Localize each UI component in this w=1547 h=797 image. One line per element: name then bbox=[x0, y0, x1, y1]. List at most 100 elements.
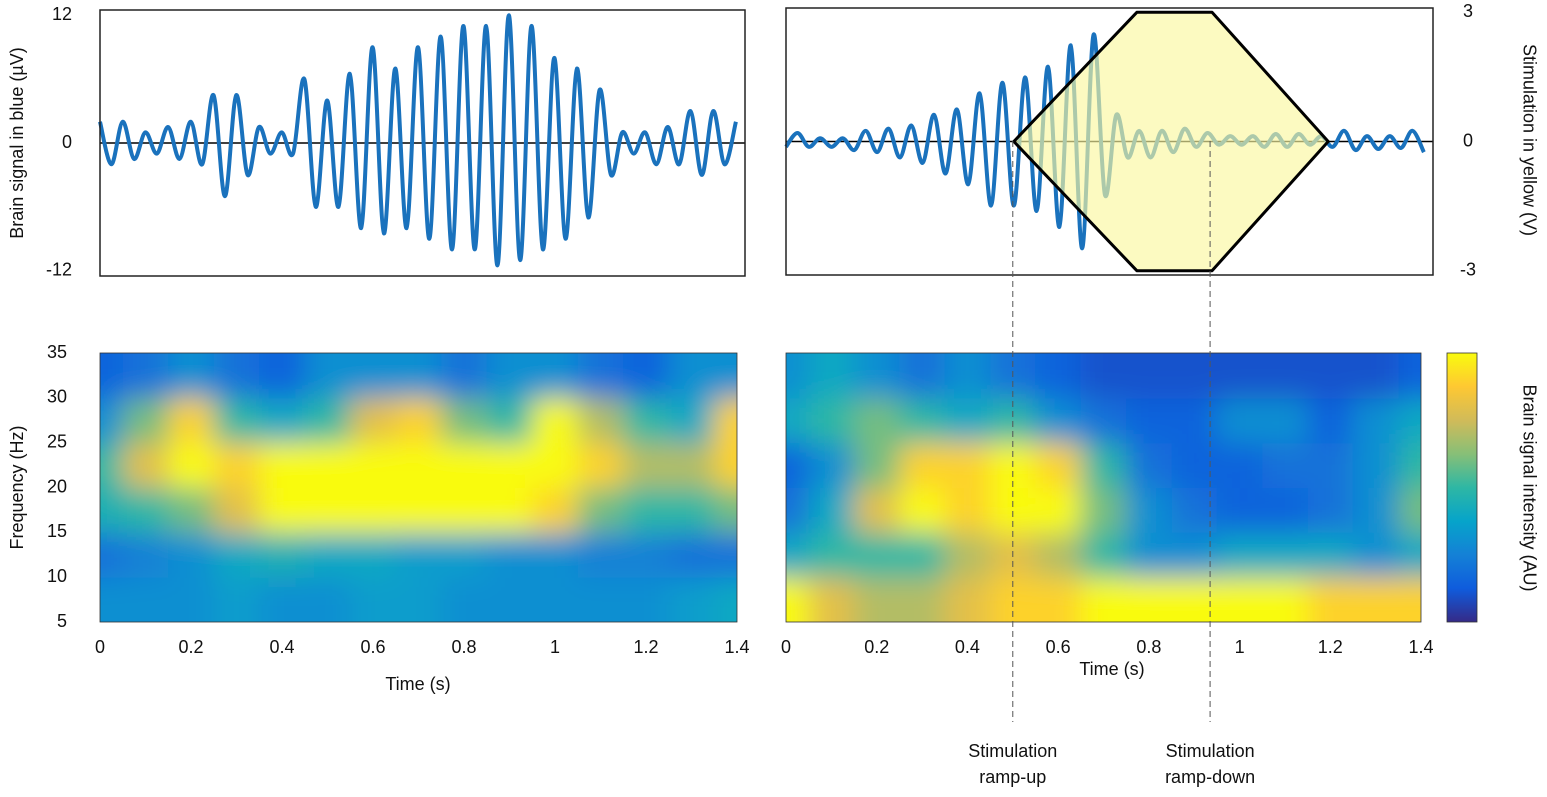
x-tick-label: 1 bbox=[1235, 637, 1245, 657]
heatmap-cell bbox=[100, 397, 124, 444]
heatmap-cell bbox=[623, 397, 670, 444]
heatmap-cell bbox=[122, 532, 169, 578]
heatmap-cell bbox=[259, 487, 306, 533]
heatmap-cell bbox=[1126, 397, 1173, 444]
y-axis-label: Brain signal in blue (µV) bbox=[7, 47, 27, 238]
heatmap-cell bbox=[1216, 353, 1263, 399]
heatmap-cell bbox=[100, 442, 124, 488]
heatmap-cell bbox=[577, 487, 624, 533]
x-tick-label: 0 bbox=[95, 637, 105, 657]
x-tick-label: 1 bbox=[550, 637, 560, 657]
heatmap-cell bbox=[100, 487, 124, 533]
heatmap-cell bbox=[944, 442, 991, 488]
heatmap-cell bbox=[441, 442, 488, 488]
heatmap-cell bbox=[854, 487, 900, 533]
heatmap-cell bbox=[350, 532, 397, 578]
heatmap-cell bbox=[1035, 442, 1082, 488]
heatmap-cell bbox=[122, 442, 169, 488]
heatmap-cell bbox=[854, 532, 900, 578]
heatmap-cell bbox=[1216, 397, 1263, 444]
stimulation-envelope bbox=[1012, 10, 1330, 273]
annotation-text: ramp-up bbox=[979, 767, 1046, 787]
x-tick-label: 0.6 bbox=[360, 637, 385, 657]
heatmap-cell bbox=[1035, 532, 1082, 578]
heatmap-cell bbox=[1307, 532, 1354, 578]
heatmap-cell bbox=[623, 577, 670, 622]
heatmap-cell bbox=[899, 487, 946, 533]
x-tick-label: 0.6 bbox=[1046, 637, 1071, 657]
heatmap-cell bbox=[668, 353, 715, 399]
heatmap-cell bbox=[786, 532, 810, 578]
heatmap-cell bbox=[1398, 577, 1421, 622]
annotation-text: ramp-down bbox=[1165, 767, 1255, 787]
heatmap-cell bbox=[259, 532, 306, 578]
heatmap-cell bbox=[486, 577, 533, 622]
heatmap-cell bbox=[395, 442, 442, 488]
heatmap-cell bbox=[213, 532, 260, 578]
y2-tick-label: 0 bbox=[1463, 130, 1473, 150]
heatmap-cell bbox=[808, 397, 855, 444]
heatmap-cell bbox=[1035, 353, 1082, 399]
y-tick-label: 15 bbox=[47, 521, 67, 541]
heatmap-cell bbox=[441, 397, 488, 444]
heatmap-cell bbox=[1352, 442, 1399, 488]
heatmap-cell bbox=[1307, 577, 1354, 622]
heatmap-cell bbox=[1080, 487, 1127, 533]
x-tick-label: 1.4 bbox=[724, 637, 749, 657]
heatmap-cell bbox=[304, 353, 351, 399]
heatmap-cell bbox=[532, 397, 579, 444]
y-axis-label: Frequency (Hz) bbox=[7, 425, 27, 549]
heatmap-cell bbox=[532, 532, 579, 578]
heatmap-cell bbox=[532, 577, 579, 622]
heatmap-cell bbox=[486, 442, 533, 488]
heatmap-cell bbox=[899, 397, 946, 444]
x-tick-label: 1.4 bbox=[1408, 637, 1433, 657]
heatmap-cell bbox=[259, 577, 306, 622]
y-tick-label: 0 bbox=[62, 132, 72, 152]
heatmap-cell bbox=[1216, 532, 1263, 578]
heatmap-cell bbox=[623, 487, 670, 533]
heatmap-cell bbox=[577, 577, 624, 622]
heatmap-cell bbox=[1216, 577, 1263, 622]
heatmap-cell bbox=[168, 442, 215, 488]
heatmap-cell bbox=[944, 532, 991, 578]
heatmap-cell bbox=[1262, 353, 1309, 399]
heatmap-cell bbox=[304, 487, 351, 533]
heatmap-cell bbox=[213, 397, 260, 444]
heatmap-cell bbox=[1126, 532, 1173, 578]
heatmap-cell bbox=[395, 577, 442, 622]
heatmap-cell bbox=[1352, 532, 1399, 578]
heatmap-cells bbox=[786, 353, 1421, 622]
heatmap-cell bbox=[532, 442, 579, 488]
heatmap-cell bbox=[668, 532, 715, 578]
heatmap-cell bbox=[395, 353, 442, 399]
heatmap-cell bbox=[786, 577, 810, 622]
heatmap-cell bbox=[808, 353, 855, 399]
y-tick-label: 12 bbox=[52, 4, 72, 24]
heatmap-cell bbox=[259, 442, 306, 488]
x-tick-label: 1.2 bbox=[1318, 637, 1343, 657]
y2-tick-label: 3 bbox=[1463, 1, 1473, 21]
heatmap-cell bbox=[899, 442, 946, 488]
heatmap-cell bbox=[854, 577, 900, 622]
y-tick-label: 5 bbox=[57, 611, 67, 631]
heatmap-cell bbox=[1080, 397, 1127, 444]
x-tick-label: 0.8 bbox=[1136, 637, 1161, 657]
heatmap-cell bbox=[395, 532, 442, 578]
heatmap-cell bbox=[786, 353, 810, 399]
heatmap bbox=[100, 353, 737, 622]
heatmap-cell bbox=[668, 577, 715, 622]
x-tick-label: 0.2 bbox=[864, 637, 889, 657]
plot-frame bbox=[785, 7, 1434, 276]
heatmap-cell bbox=[122, 577, 169, 622]
heatmap-cell bbox=[486, 487, 533, 533]
y-tick-label: 20 bbox=[47, 476, 67, 496]
heatmap-cell bbox=[714, 397, 737, 444]
heatmap-cell bbox=[1126, 442, 1173, 488]
heatmap-cell bbox=[441, 487, 488, 533]
heatmap-cell bbox=[350, 353, 397, 399]
heatmap-cell bbox=[1262, 442, 1309, 488]
heatmap-cells bbox=[100, 353, 737, 622]
heatmap-cell bbox=[441, 353, 488, 399]
